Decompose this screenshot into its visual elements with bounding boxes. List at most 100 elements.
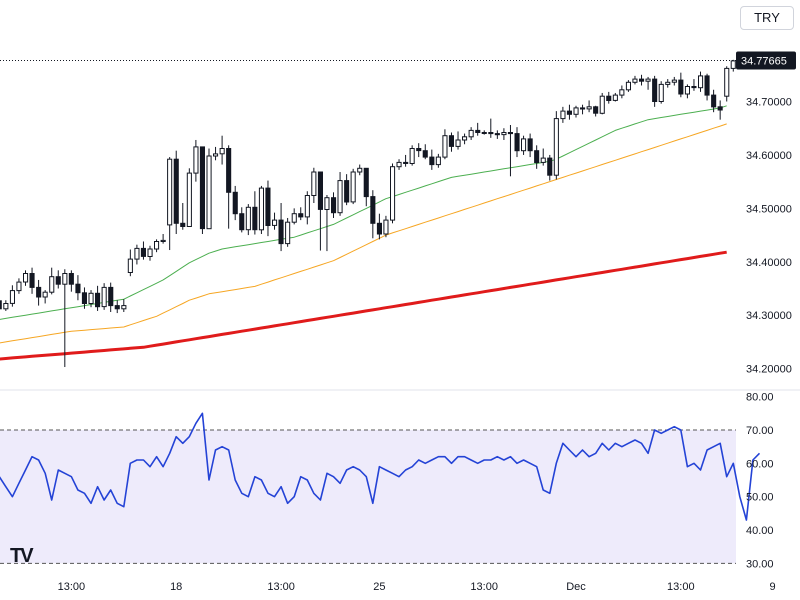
candle	[540, 148, 546, 166]
candle	[23, 270, 29, 286]
candle-body-down	[639, 78, 645, 82]
candle-body-down	[331, 197, 337, 214]
tradingview-logo[interactable]: TV	[10, 545, 36, 567]
candle-body-up	[42, 291, 48, 298]
candle-body-up	[88, 292, 94, 304]
candle	[199, 146, 205, 234]
candle-body-up	[573, 107, 579, 115]
candle-body-down	[547, 157, 553, 176]
candle-body-down	[180, 222, 186, 228]
candle-body-up	[49, 276, 55, 293]
candle-body-up	[462, 136, 468, 141]
candle	[29, 267, 35, 294]
candle	[68, 270, 74, 292]
last-price-marker	[736, 51, 796, 70]
candle	[363, 167, 369, 207]
rsi-axis[interactable]: 80.00 70.00 60.00 50.00 40.00 30.00	[746, 392, 774, 571]
candle	[665, 79, 671, 88]
candle	[62, 269, 68, 368]
candle	[193, 139, 199, 182]
candle-body-down	[376, 222, 382, 235]
candle	[154, 239, 160, 253]
candle-body-up	[540, 157, 546, 163]
ma-fast-line	[0, 105, 727, 320]
candle-body-up	[291, 213, 297, 223]
candle-body-up	[468, 129, 474, 138]
candle-body-down	[81, 292, 88, 304]
candle	[16, 278, 22, 294]
rsi-tick-label: 70.00	[746, 425, 774, 437]
candle-body-up	[272, 219, 278, 226]
time-axis[interactable]: 13:00 18 13:00 25 13:00 Dec 13:00 9	[58, 581, 776, 593]
candle-body-up	[658, 83, 664, 103]
price-axis[interactable]: 34.70000 34.60000 34.50000 34.40000 34.30000…	[746, 97, 792, 376]
candle	[684, 84, 691, 99]
candle-body-down	[494, 133, 500, 136]
candle-body-down	[422, 150, 428, 158]
candle	[42, 290, 48, 304]
candle	[121, 299, 127, 312]
candle-body-up	[730, 60, 736, 69]
candle-body-up	[285, 221, 291, 245]
candle-body-down	[717, 106, 723, 111]
candle	[566, 104, 573, 120]
candle-body-up	[134, 247, 140, 260]
candle-body-down	[226, 148, 232, 193]
time-tick-label: 9	[770, 581, 776, 593]
candle-body-up	[186, 172, 192, 228]
candle-body-down	[108, 286, 114, 307]
candle-body-down	[691, 86, 697, 89]
candle	[462, 133, 468, 145]
candle	[147, 245, 153, 261]
candle	[140, 241, 146, 260]
candle-body-up	[455, 139, 461, 147]
candle	[573, 105, 579, 118]
candle	[488, 118, 494, 138]
candle	[324, 195, 330, 252]
candle-body-down	[95, 292, 101, 308]
candle-body-down	[232, 191, 238, 215]
candle-body-down	[416, 148, 422, 152]
candle	[409, 145, 415, 166]
candle	[350, 168, 356, 205]
ma-mid-line	[0, 123, 727, 344]
candle-body-up	[665, 81, 671, 85]
candle-body-up	[62, 273, 68, 285]
candle-body-up	[521, 138, 527, 152]
candle-body-down	[527, 138, 533, 152]
candle	[344, 174, 350, 206]
candle	[560, 106, 566, 123]
candle	[448, 132, 454, 152]
candle	[3, 300, 9, 311]
candle-body-down	[173, 158, 179, 224]
candle-body-down	[36, 286, 42, 298]
candle	[219, 135, 225, 165]
candle	[455, 131, 461, 150]
candle-body-down	[199, 146, 205, 230]
candle-body-up	[481, 132, 487, 134]
candle-body-down	[711, 94, 717, 108]
rsi-band	[0, 430, 736, 564]
candlestick-series	[0, 59, 736, 368]
candle	[475, 122, 481, 136]
candle-body-up	[350, 171, 356, 203]
candle-body-down	[448, 135, 454, 147]
time-tick-label: 13:00	[267, 581, 295, 593]
candle	[612, 92, 618, 102]
candle	[108, 282, 114, 312]
candle	[180, 203, 186, 230]
candle	[317, 171, 323, 251]
candle	[619, 85, 625, 99]
candle-body-down	[580, 107, 586, 110]
price-tick-label: 34.70000	[746, 97, 792, 109]
candle	[717, 100, 723, 120]
candle	[95, 285, 101, 311]
currency-selector[interactable]: TRY	[740, 6, 794, 30]
candle	[49, 267, 55, 295]
candle	[514, 127, 520, 158]
candle-body-down	[606, 95, 612, 101]
candle-body-up	[698, 75, 704, 89]
candle	[160, 234, 166, 244]
candle	[422, 144, 428, 160]
